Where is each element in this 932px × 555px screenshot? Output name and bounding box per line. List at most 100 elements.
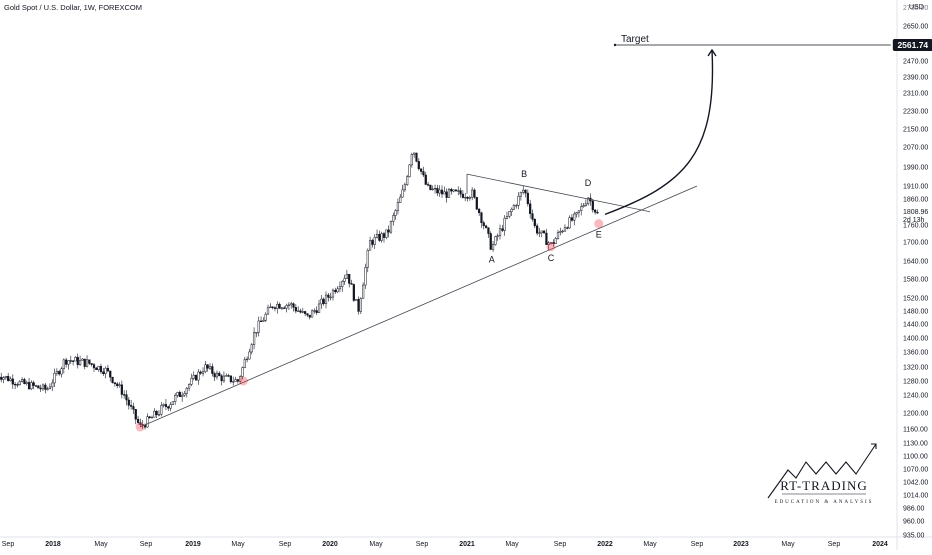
candle-body: [556, 232, 560, 239]
candle: [473, 188, 476, 199]
candle-body: [67, 360, 70, 365]
candles: [0, 152, 599, 430]
candle: [584, 199, 587, 207]
candle: [53, 368, 56, 388]
candle-body: [424, 174, 427, 185]
candle-body: [271, 306, 274, 308]
candle: [167, 405, 170, 412]
candle: [554, 236, 557, 244]
candle: [440, 185, 444, 198]
candle-body: [422, 171, 425, 176]
candle-body: [338, 286, 342, 290]
pattern-label-d: D: [585, 178, 592, 188]
candle: [566, 226, 569, 230]
candle-body: [287, 304, 290, 306]
pattern-label-c: C: [548, 253, 555, 263]
candle-body: [65, 359, 68, 365]
candle: [299, 308, 302, 314]
rt-trading-logo: RT-TRADING EDUCATION & ANALYSIS: [767, 443, 877, 505]
candle-body: [475, 197, 478, 210]
candle-body: [410, 154, 413, 166]
projection-arrowhead: [707, 48, 717, 57]
y-tick-label: 2070.00: [903, 145, 928, 152]
candle-body: [491, 244, 495, 250]
candle: [183, 390, 186, 397]
candle: [69, 355, 72, 364]
candle-body: [25, 382, 28, 384]
candle: [559, 227, 562, 236]
candle-body: [14, 383, 17, 386]
candle-body: [252, 332, 256, 345]
candle-body: [552, 242, 555, 244]
candle-body: [577, 210, 580, 213]
candle: [403, 182, 406, 192]
candle: [83, 358, 86, 370]
candle-body: [466, 196, 469, 199]
candle: [464, 192, 467, 202]
candle-body: [327, 294, 330, 298]
candle-body: [587, 197, 590, 205]
candle-body: [304, 311, 307, 314]
candle: [139, 418, 142, 428]
candle-body: [227, 375, 230, 377]
x-tick-label: 2022: [597, 541, 613, 548]
candle-body: [575, 212, 578, 215]
candle-body: [373, 237, 376, 245]
candle-body: [345, 273, 348, 279]
candle: [278, 302, 281, 309]
candle: [199, 370, 202, 375]
candle: [197, 369, 200, 385]
candle: [306, 313, 309, 318]
candle: [58, 369, 61, 376]
candle: [357, 296, 360, 315]
candle: [239, 375, 242, 384]
candle-body: [566, 227, 569, 229]
candle: [123, 390, 126, 399]
candle-body: [7, 375, 10, 382]
candle-body: [2, 377, 5, 380]
candle-body: [385, 229, 388, 238]
candle-body: [454, 189, 458, 192]
candle-body: [188, 384, 191, 389]
candle-body: [538, 232, 541, 234]
candle: [48, 383, 52, 390]
candle: [130, 400, 133, 410]
candle: [380, 231, 383, 243]
candle: [176, 391, 179, 398]
candle-body: [408, 164, 411, 177]
candle-body: [39, 387, 42, 390]
candle: [148, 415, 151, 419]
candle: [378, 230, 381, 243]
candle-body: [389, 221, 393, 233]
y-tick-label: 1160.00: [903, 427, 928, 434]
y-tick-label: 1910.00: [903, 184, 928, 191]
x-tick-label: 2021: [459, 541, 475, 548]
candle: [371, 238, 374, 248]
candle: [280, 307, 284, 311]
x-tick-label: May: [94, 541, 108, 548]
candle-body: [192, 374, 195, 379]
candle: [457, 186, 460, 196]
candle-body: [102, 371, 105, 374]
candle-body: [97, 366, 100, 370]
candle-body: [269, 306, 272, 309]
candle: [359, 297, 362, 314]
x-tick-label: Sep: [416, 541, 429, 548]
candle-body: [478, 208, 481, 214]
candle-body: [116, 383, 119, 386]
candle-body: [241, 367, 244, 377]
candle-body: [51, 382, 54, 388]
candle: [92, 362, 96, 372]
y-tick-label: 1130.00: [903, 441, 928, 448]
candle: [498, 224, 502, 240]
candle: [51, 379, 54, 392]
candle: [304, 310, 307, 316]
candle-body: [413, 152, 416, 155]
candle: [429, 184, 432, 191]
candle-body: [92, 364, 96, 369]
candle: [292, 302, 295, 312]
candle: [480, 211, 483, 228]
candle: [241, 366, 244, 380]
candle: [327, 293, 330, 302]
candle: [487, 227, 490, 238]
